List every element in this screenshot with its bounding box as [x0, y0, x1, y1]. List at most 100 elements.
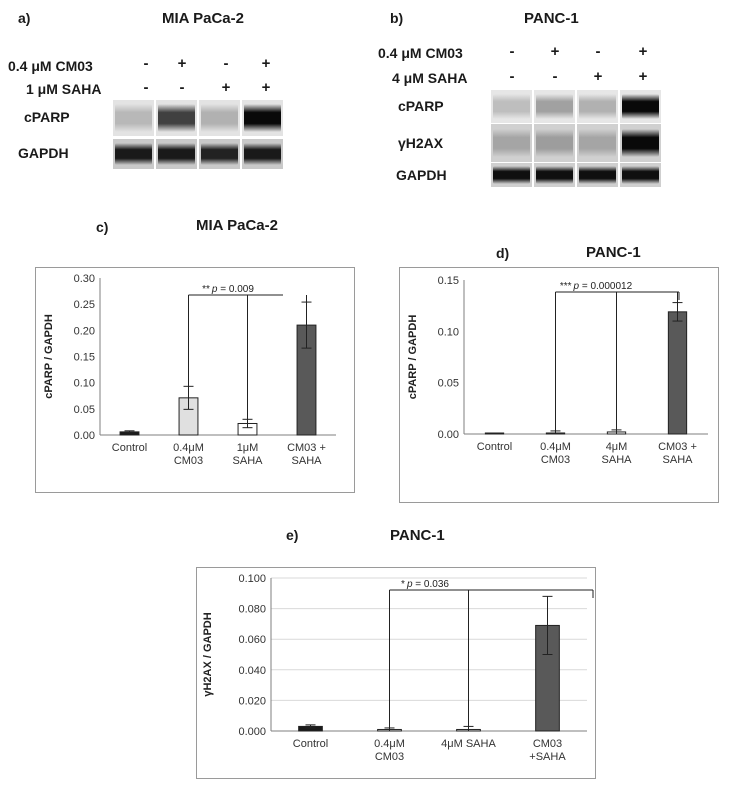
blot-lane — [491, 163, 532, 187]
treatment-sign: - — [505, 43, 519, 60]
category-label: Control — [477, 441, 512, 453]
category-label: CM03 — [541, 454, 570, 466]
blot-b-row-label-gh2ax: γH2AX — [398, 135, 443, 151]
blot-lane — [491, 124, 532, 162]
treatment-sign: - — [548, 68, 562, 85]
category-label: 4μM SAHA — [441, 738, 496, 750]
p-value: = 0.009 — [217, 284, 254, 295]
blot-band — [158, 104, 196, 131]
blot-b-treatment-label-2: 4 μM SAHA — [392, 70, 467, 86]
blot-b-treatment-label-1: 0.4 μM CM03 — [378, 45, 463, 61]
y-tick-label: 0.05 — [74, 404, 95, 416]
y-tick-label: 0.05 — [438, 378, 459, 390]
significance-label: ** p = 0.009 — [202, 284, 254, 295]
category-label: CM03 — [533, 738, 562, 750]
category-label: 0.4μM — [173, 442, 204, 454]
category-label: CM03 — [375, 751, 404, 763]
significance-label: *** p = 0.000012 — [560, 281, 633, 292]
treatment-sign: - — [505, 68, 519, 85]
treatment-sign: - — [139, 55, 153, 72]
blot-band — [493, 129, 531, 158]
treatment-sign: + — [636, 68, 650, 85]
blot-band — [622, 166, 660, 184]
blot-lane — [199, 100, 240, 136]
treatment-sign: - — [175, 79, 189, 96]
y-tick-label: 0.00 — [438, 429, 459, 441]
blot-b-row-label-gapdh: GAPDH — [396, 167, 447, 183]
blot-lane — [199, 139, 240, 169]
blot-band — [201, 143, 239, 166]
blot-band — [579, 129, 617, 158]
bar — [668, 312, 686, 434]
blot-band — [158, 143, 196, 166]
chart-e-title: PANC-1 — [390, 527, 445, 544]
chart-c-title: MIA PaCa-2 — [196, 217, 278, 234]
blot-lane — [534, 163, 575, 187]
y-tick-label: 0.020 — [238, 695, 266, 707]
blot-lane — [620, 90, 661, 123]
blot-band — [201, 104, 239, 131]
significance-stars: ** — [202, 284, 210, 295]
y-tick-label: 0.20 — [74, 325, 95, 337]
category-label: Control — [293, 738, 328, 750]
treatment-sign: - — [591, 43, 605, 60]
treatment-sign: + — [219, 79, 233, 96]
blot-lane — [577, 163, 618, 187]
chart-c-svg: 0.000.050.100.150.200.250.30cPARP / GAPD… — [36, 268, 354, 492]
blot-band — [115, 104, 153, 131]
blot-band — [536, 94, 574, 119]
blot-lane — [577, 124, 618, 162]
y-axis-label: cPARP / GAPDH — [407, 315, 419, 400]
category-label: CM03 + — [287, 442, 326, 454]
blot-lane — [242, 139, 283, 169]
y-axis-label: γH2AX / GAPDH — [202, 612, 214, 696]
blot-a-row-label-cparp: cPARP — [24, 109, 70, 125]
treatment-sign: + — [259, 79, 273, 96]
treatment-sign: + — [175, 55, 189, 72]
blot-band — [536, 129, 574, 158]
blot-a-title: MIA PaCa-2 — [162, 10, 244, 27]
category-label: Control — [112, 442, 147, 454]
chart-d-title: PANC-1 — [586, 244, 641, 261]
category-label: 0.4μM — [374, 738, 405, 750]
blot-lane — [242, 100, 283, 136]
blot-band — [244, 104, 282, 131]
treatment-sign: + — [591, 68, 605, 85]
blot-a-row-label-gapdh: GAPDH — [18, 145, 69, 161]
blot-lane — [534, 124, 575, 162]
y-tick-label: 0.15 — [438, 275, 459, 287]
treatment-sign: + — [548, 43, 562, 60]
blot-band — [115, 143, 153, 166]
significance-stars: *** — [560, 281, 572, 292]
category-label: +SAHA — [529, 751, 566, 763]
category-label: SAHA — [602, 454, 633, 466]
significance-stars: * — [401, 579, 405, 590]
blot-lane — [491, 90, 532, 123]
blot-lane — [113, 139, 154, 169]
y-tick-label: 0.00 — [74, 430, 95, 442]
blot-lane — [156, 139, 197, 169]
y-tick-label: 0.100 — [238, 573, 266, 585]
y-tick-label: 0.10 — [74, 378, 95, 390]
blot-lane — [620, 124, 661, 162]
blot-band — [244, 143, 282, 166]
y-tick-label: 0.30 — [74, 273, 95, 285]
category-label: 1μM — [237, 442, 259, 454]
chart-e-frame: 0.000 0.020 0.040 0.060 0.080 0.100 γH2AX / GA… — [196, 567, 596, 779]
blot-a-treatment-label-1: 0.4 μM CM03 — [8, 58, 93, 74]
y-tick-label: 0.080 — [238, 604, 266, 616]
p-value: = 0.036 — [413, 579, 450, 590]
blot-a-treatment-label-2: 1 μM SAHA — [26, 81, 101, 97]
panel-c-letter: c) — [96, 219, 108, 235]
blot-band — [622, 94, 660, 119]
blot-b-row-label-cparp: cPARP — [398, 98, 444, 114]
blot-band — [579, 94, 617, 119]
blot-lane — [156, 100, 197, 136]
category-label: SAHA — [292, 455, 323, 467]
blot-lane — [534, 90, 575, 123]
chart-e-svg: 0.000 0.020 0.040 0.060 0.080 0.100 γH2AX / GA… — [197, 568, 595, 778]
category-label: 4μM — [606, 441, 628, 453]
y-tick-label: 0.040 — [238, 665, 266, 677]
blot-band — [622, 129, 660, 158]
chart-c-frame: 0.00 0.05 0.10 0.15 0.20 0.25 0.30 cPARP / GAPD… — [35, 267, 355, 493]
